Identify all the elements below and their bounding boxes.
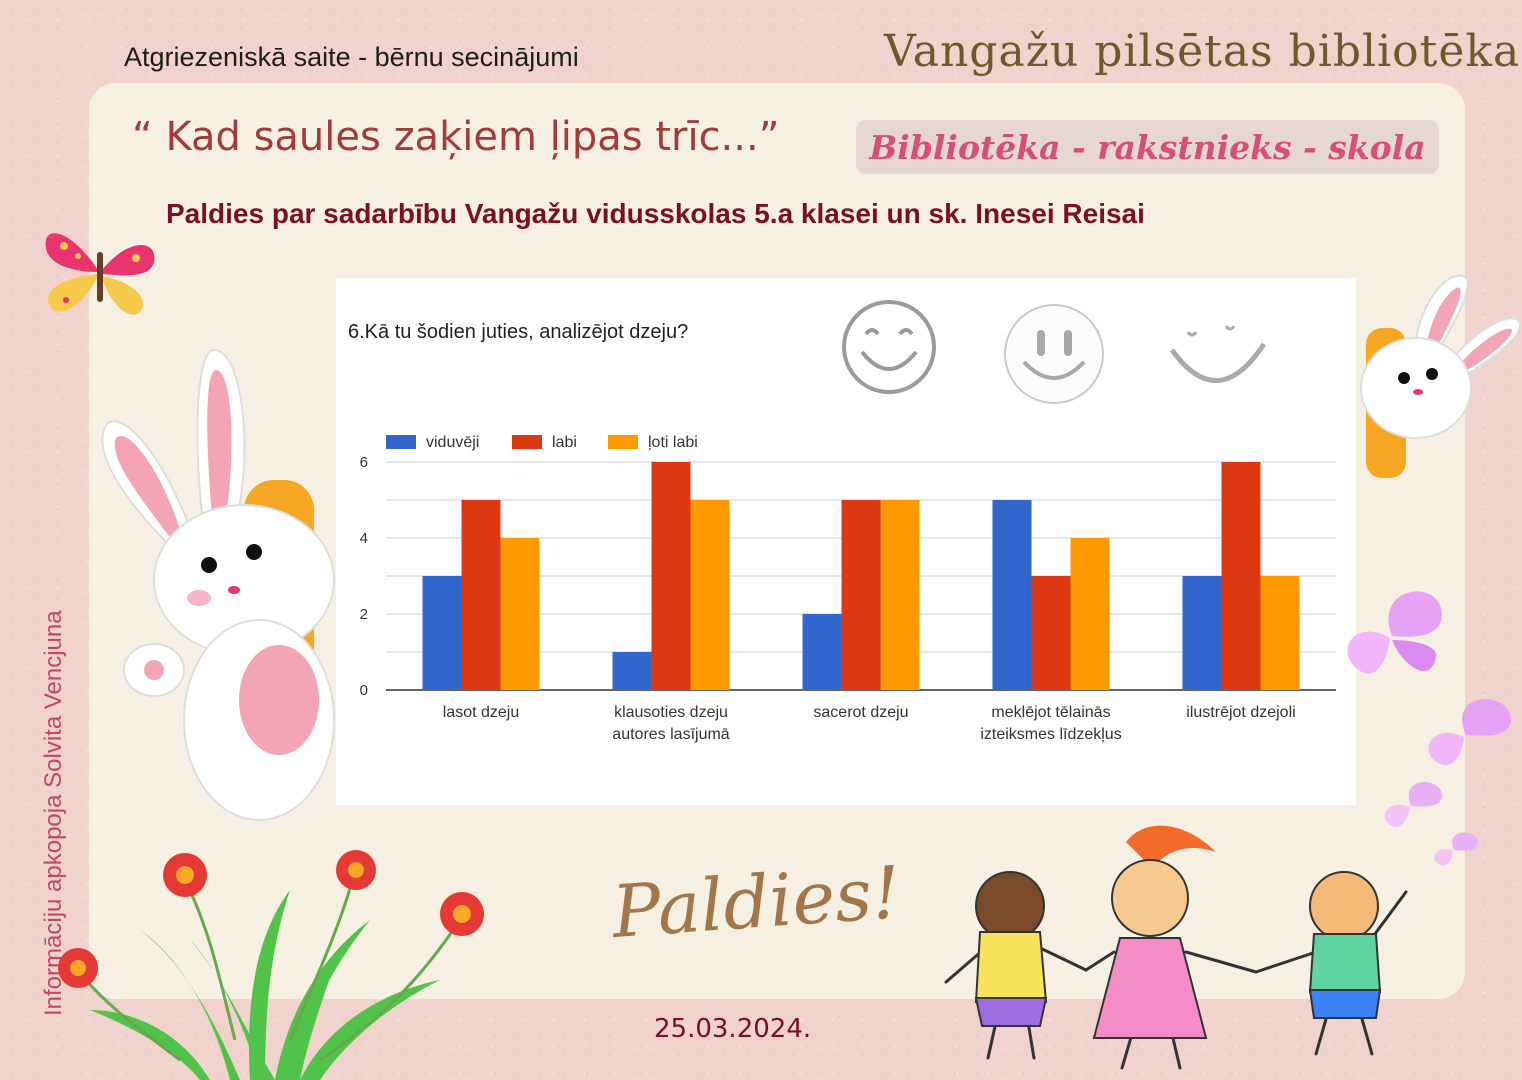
bar <box>1070 538 1110 690</box>
chart-bars <box>422 462 1300 690</box>
kids-icon <box>944 825 1408 1070</box>
smiley-icon <box>1169 325 1267 383</box>
event-quote: “ Kad saules zaķiem ļipas trīc...” <box>132 114 780 160</box>
butterfly-icon <box>1347 591 1442 674</box>
y-tick-label: 2 <box>360 606 368 623</box>
bar <box>500 538 540 690</box>
bar <box>1260 576 1300 690</box>
bar <box>880 500 920 690</box>
bar <box>690 500 730 690</box>
bar <box>841 500 881 690</box>
date: 25.03.2024. <box>654 1014 812 1044</box>
bar <box>1221 462 1261 690</box>
bunny-icon <box>101 348 335 821</box>
x-tick-label: ilustrējot dzejoli <box>1186 704 1295 721</box>
x-tick-label: sacerot dzeju <box>813 704 908 721</box>
bar <box>612 652 652 690</box>
chart-title: 6.Kā tu šodien juties, analizējot dzeju? <box>348 321 689 343</box>
x-tick-label: klausoties dzeju <box>614 704 728 721</box>
butterfly-icon <box>1434 832 1478 866</box>
x-tick-label: izteiksmes līdzekļus <box>980 726 1121 743</box>
bar <box>461 500 501 690</box>
library-brand: Vangažu pilsētas bibliotēka <box>884 26 1521 77</box>
smiley-icon <box>1004 304 1104 404</box>
bar <box>1031 576 1071 690</box>
theme-tag: Bibliotēka - rakstnieks - skola <box>856 120 1439 174</box>
x-tick-label: autores lasījumā <box>612 726 729 743</box>
legend-label: ļoti labi <box>648 434 698 451</box>
legend-swatch <box>608 435 638 449</box>
bar <box>992 500 1032 690</box>
legend-swatch <box>386 435 416 449</box>
butterfly-icon <box>45 233 155 315</box>
butterfly-icon <box>1428 699 1511 766</box>
legend-swatch <box>512 435 542 449</box>
chart-legend: viduvēji labi ļoti labi <box>386 434 698 451</box>
y-tick-label: 6 <box>360 454 368 471</box>
bar-chart: viduvēji labi ļoti labi 0 2 4 6 lasot dzeju kl… <box>360 434 1336 743</box>
x-tick-label: lasot dzeju <box>443 704 520 721</box>
flower-icon <box>58 850 484 988</box>
bar <box>422 576 462 690</box>
bar <box>802 614 842 690</box>
flower-icon <box>58 850 484 1080</box>
butterfly-icon <box>1384 782 1442 827</box>
legend-label: viduvēji <box>426 434 479 451</box>
smiley-icon <box>842 300 936 394</box>
x-tick-label: meklējot tēlainās <box>991 704 1110 721</box>
y-tick-label: 4 <box>360 530 368 547</box>
y-tick-label: 0 <box>360 682 368 699</box>
x-axis-labels: lasot dzeju klausoties dzeju autores lasīj… <box>443 704 1296 743</box>
page-subtitle: Atgriezeniskā saite - bērnu secinājumi <box>124 42 579 72</box>
bar <box>651 462 691 690</box>
bar <box>1182 576 1222 690</box>
legend-label: labi <box>552 434 577 451</box>
thanks-line: Paldies par sadarbību Vangažu vidusskola… <box>166 198 1145 229</box>
bunny-icon <box>1360 274 1521 478</box>
